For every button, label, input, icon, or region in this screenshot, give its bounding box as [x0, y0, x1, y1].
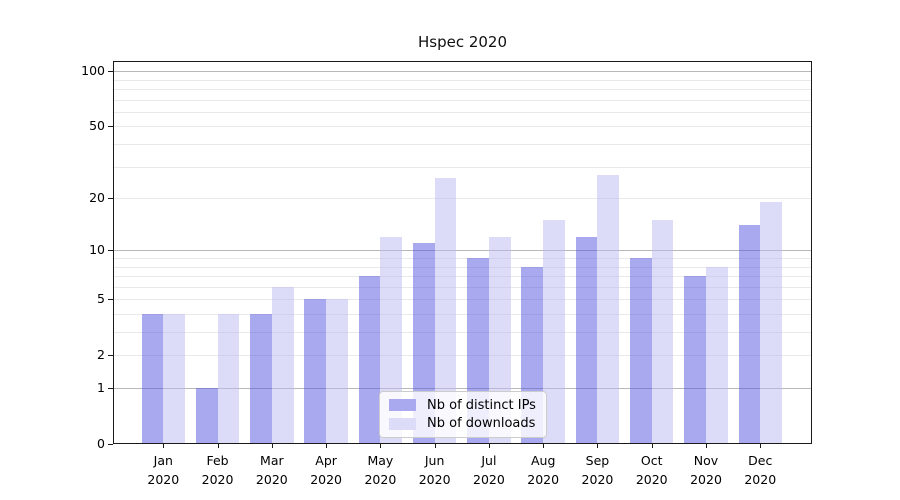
x-tick-label: Feb 2020 — [201, 453, 234, 487]
minor-gridline — [114, 111, 811, 113]
legend-swatch-icon — [389, 399, 416, 412]
bar-downloads — [217, 313, 240, 444]
minor-gridline — [114, 276, 811, 278]
minor-gridline — [114, 258, 811, 259]
x-tick-mark — [651, 444, 653, 448]
legend-swatch-icon — [389, 417, 416, 430]
minor-gridline — [114, 313, 811, 315]
y-tick-mark — [108, 299, 113, 301]
y-tick-mark — [108, 355, 113, 357]
x-tick-mark — [380, 444, 382, 448]
x-tick-mark — [543, 444, 545, 448]
bar-distinct-ips — [195, 388, 218, 444]
x-tick-label: Aug 2020 — [527, 453, 560, 487]
bar-downloads — [543, 220, 565, 444]
major-gridline — [114, 388, 811, 389]
major-gridline — [114, 250, 811, 252]
bar-downloads — [326, 299, 348, 444]
bar-downloads — [651, 220, 674, 444]
major-gridline — [114, 71, 811, 73]
bar-distinct-ips — [630, 258, 652, 444]
bar-distinct-ips — [250, 313, 272, 444]
y-tick-label: 5 — [97, 291, 105, 307]
bar-downloads — [597, 174, 620, 444]
minor-gridline — [114, 198, 811, 200]
x-tick-label: Nov 2020 — [690, 453, 722, 487]
x-tick-mark — [434, 444, 436, 448]
y-tick-mark — [108, 250, 113, 252]
x-tick-label: Jun 2020 — [418, 453, 451, 487]
y-tick-label: 1 — [97, 380, 105, 395]
minor-gridline — [114, 332, 811, 334]
minor-gridline — [114, 89, 811, 91]
x-tick-label: Oct 2020 — [635, 453, 668, 487]
bar-downloads — [163, 313, 185, 444]
minor-gridline — [114, 166, 811, 168]
x-tick-mark — [217, 444, 219, 448]
y-tick-label: 2 — [97, 347, 105, 363]
chart-title: Hspec 2020 — [417, 33, 508, 51]
y-tick-mark — [108, 71, 113, 73]
minor-gridline — [114, 286, 811, 288]
y-tick-mark — [108, 388, 113, 389]
legend-label: Nb of distinct IPs — [427, 397, 536, 413]
legend-entry: Nb of distinct IPs — [389, 398, 537, 413]
x-tick-label: May 2020 — [364, 453, 397, 487]
minor-gridline — [114, 355, 811, 357]
minor-gridline — [114, 144, 811, 146]
x-tick-mark — [488, 444, 490, 448]
bar-distinct-ips — [575, 236, 598, 444]
y-tick-mark — [108, 198, 113, 200]
minor-gridline — [114, 266, 811, 268]
y-tick-label: 20 — [89, 190, 105, 206]
bar-distinct-ips — [304, 299, 327, 444]
y-tick-label: 50 — [89, 118, 105, 134]
x-tick-mark — [271, 444, 273, 448]
x-tick-mark — [760, 444, 762, 448]
x-tick-mark — [326, 444, 328, 448]
y-tick-mark — [108, 444, 113, 445]
bar-downloads — [271, 286, 294, 444]
bar-distinct-ips — [684, 276, 706, 444]
x-tick-mark — [597, 444, 599, 448]
y-tick-label: 0 — [97, 436, 105, 451]
x-tick-label: Sep 2020 — [581, 453, 614, 487]
x-tick-mark — [163, 444, 165, 448]
y-tick-label: 10 — [89, 242, 105, 258]
bar-distinct-ips — [738, 225, 761, 444]
x-tick-label: Dec 2020 — [744, 453, 777, 487]
y-tick-mark — [108, 126, 113, 128]
x-tick-label: Apr 2020 — [310, 453, 343, 487]
legend-label: Nb of downloads — [427, 416, 536, 432]
minor-gridline — [114, 126, 811, 128]
bar-downloads — [434, 177, 457, 444]
bar-downloads — [706, 266, 728, 444]
x-tick-label: Mar 2020 — [255, 453, 288, 487]
bar-distinct-ips — [141, 313, 164, 444]
legend-entry: Nb of downloads — [389, 416, 537, 431]
minor-gridline — [114, 79, 811, 81]
x-tick-label: Jul 2020 — [473, 453, 505, 487]
legend: Nb of distinct IPs Nb of downloads — [379, 391, 547, 438]
x-tick-label: Jan 2020 — [147, 453, 180, 487]
x-tick-mark — [706, 444, 707, 448]
minor-gridline — [114, 299, 811, 301]
minor-gridline — [114, 99, 811, 101]
bar-downloads — [760, 202, 782, 444]
bar-distinct-ips — [358, 276, 381, 444]
y-tick-label: 100 — [81, 63, 105, 79]
